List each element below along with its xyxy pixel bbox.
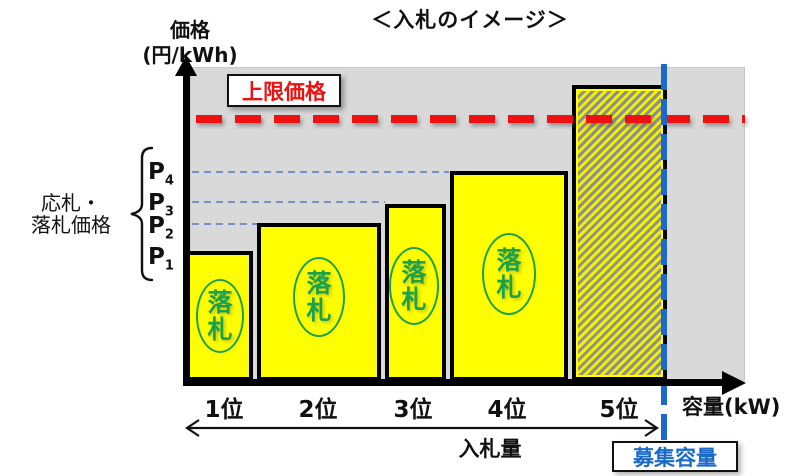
- ceiling-price-label: 上限価格: [242, 79, 326, 104]
- bid-price-bracket-label: 応札・ 落札価格: [16, 192, 126, 236]
- awarded-badge-1: 落札: [196, 279, 244, 353]
- bid-price-bracket-line2: 落札価格: [31, 213, 111, 237]
- price-label-p1: P1: [148, 244, 174, 274]
- y-axis-arrowhead-icon: [175, 56, 197, 76]
- price-guideline-p2: [192, 223, 258, 225]
- awarded-badge-4: 落札: [482, 233, 536, 315]
- price-bracket: [130, 146, 154, 282]
- rank-label-3: 3位: [393, 397, 433, 423]
- bid-amount-arrow-icon: [185, 419, 659, 437]
- price-label-p4: P4: [148, 159, 174, 189]
- price-label-p2: P2: [148, 213, 174, 243]
- awarded-badge-2-text: 落札: [306, 268, 332, 325]
- awarded-badge-4-text: 落札: [496, 245, 522, 302]
- recruitment-capacity-line: [661, 64, 667, 443]
- awarded-badge-2: 落札: [293, 257, 345, 337]
- rank-label-5: 5位: [599, 397, 639, 423]
- y-axis-label: 価格 (円/kWh): [138, 18, 242, 68]
- recruitment-capacity-label: 募集容量: [633, 445, 717, 470]
- x-axis-label: 容量(kW): [682, 395, 781, 419]
- figure-title: ＜入札のイメージ＞: [371, 8, 569, 32]
- rank-label-4: 4位: [487, 397, 527, 423]
- awarded-badge-3-text: 落札: [401, 257, 427, 314]
- rank-label-2: 2位: [298, 397, 338, 423]
- ceiling-price-label-box: 上限価格: [227, 74, 341, 107]
- bid-amount-label: 入札量: [458, 437, 522, 461]
- rank-label-1: 1位: [204, 397, 244, 423]
- price-guideline-p3: [192, 201, 385, 203]
- y-axis: [183, 74, 190, 386]
- bar-rank-5-hatched: [572, 85, 667, 381]
- ceiling-price-line: [196, 115, 745, 123]
- price-label-p3: P3: [148, 190, 174, 220]
- x-axis-arrowhead-icon: [722, 371, 746, 395]
- price-guideline-p4: [192, 171, 449, 173]
- awarded-badge-3: 落札: [389, 247, 439, 325]
- bid-price-bracket-line1: 応札・: [41, 191, 101, 215]
- y-axis-label-line1: 価格: [170, 18, 210, 42]
- recruitment-capacity-label-box: 募集容量: [612, 441, 738, 472]
- x-axis: [183, 379, 724, 386]
- awarded-badge-1-text: 落札: [207, 287, 233, 344]
